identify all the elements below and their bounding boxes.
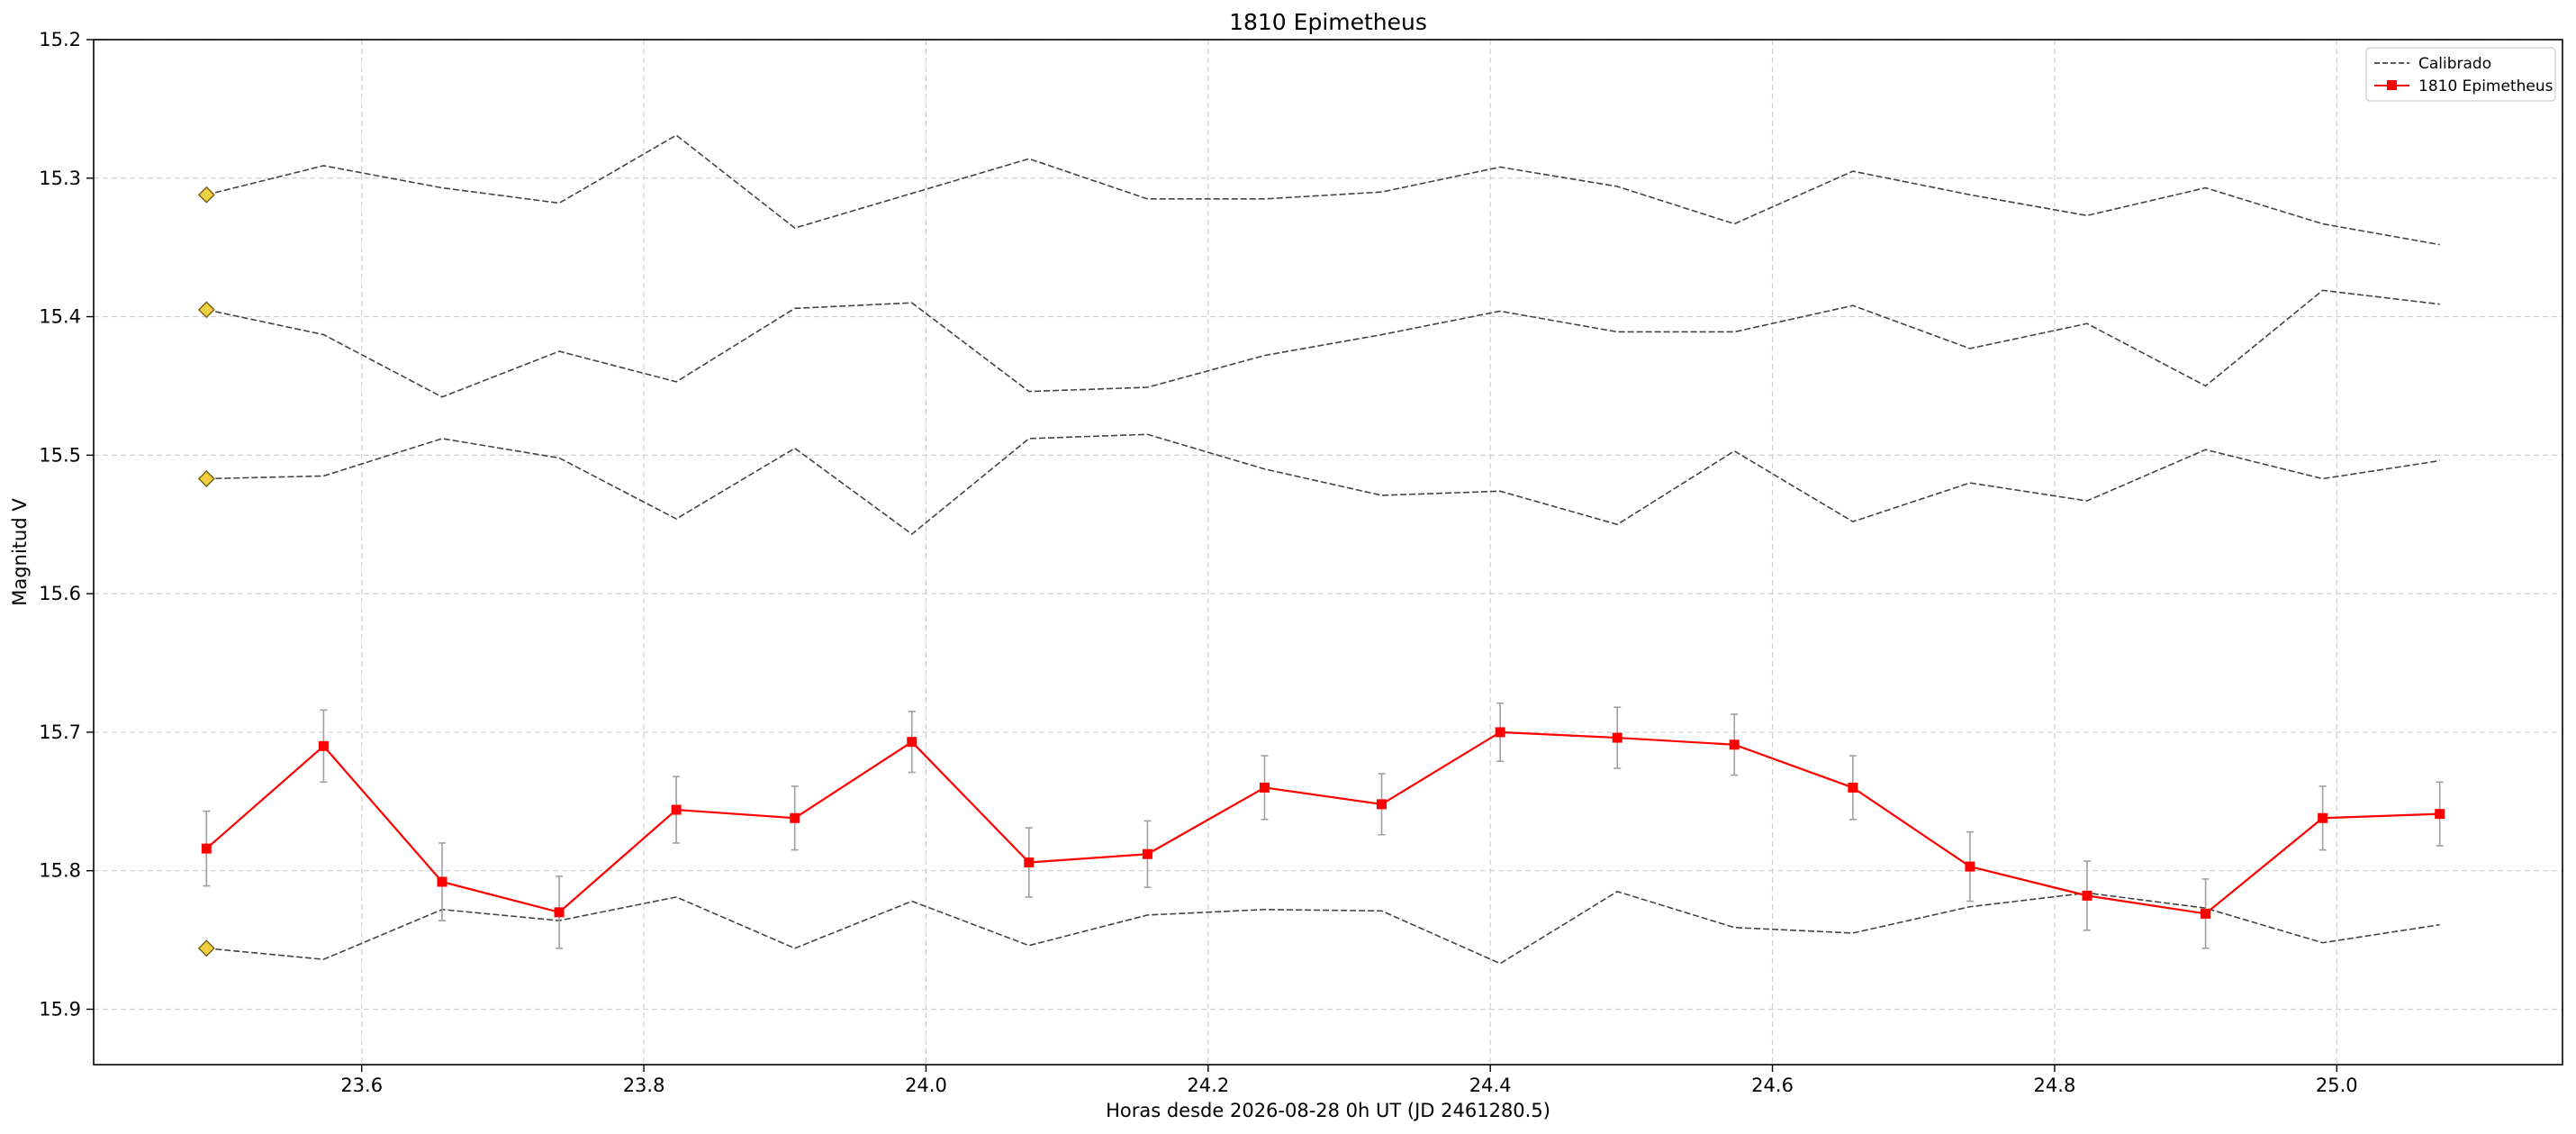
y-tick-label: 15.6 <box>39 583 81 604</box>
legend: Calibrado 1810 Epimetheus <box>2365 47 2556 102</box>
target-data-point <box>1024 857 1035 867</box>
calibrated-star-line-1 <box>206 134 2440 246</box>
x-tick-label: 24.6 <box>1751 1075 1794 1096</box>
target-asteroid-line <box>205 730 2440 915</box>
series-layer <box>197 134 2445 965</box>
y-tick-label: 15.9 <box>39 998 81 1020</box>
target-data-point <box>1259 782 1270 793</box>
target-data-point <box>554 907 565 918</box>
target-data-point <box>1729 739 1740 750</box>
target-data-point <box>1848 782 1858 793</box>
target-data-point <box>2318 812 2328 823</box>
y-tick-label: 15.5 <box>39 444 81 466</box>
target-data-point <box>437 876 447 887</box>
x-tick-label: 24.0 <box>905 1075 947 1096</box>
legend-epimetheus-marker <box>2387 80 2397 90</box>
calibrated-star-line-2 <box>206 289 2440 398</box>
y-tick-label: 15.7 <box>39 721 81 743</box>
legend-epimetheus-label: 1810 Epimetheus <box>2418 77 2553 95</box>
reference-diamond-marker <box>197 939 215 957</box>
target-data-point <box>2201 908 2211 919</box>
legend-box <box>2365 47 2556 102</box>
reference-diamond-marker <box>197 186 215 204</box>
target-data-point <box>2082 890 2092 901</box>
reference-diamond-marker <box>197 301 215 319</box>
target-data-point <box>318 740 329 751</box>
x-tick-label: 24.8 <box>2034 1075 2076 1096</box>
y-tick-label: 15.3 <box>39 168 81 189</box>
x-tick-label: 23.8 <box>623 1075 665 1096</box>
target-data-point <box>1142 848 1152 859</box>
calibrated-star-line-3 <box>206 433 2440 536</box>
y-tick-label: 15.8 <box>39 860 81 882</box>
y-tick-label: 15.2 <box>39 29 81 50</box>
target-data-point <box>1612 732 1622 743</box>
x-tick-label: 23.6 <box>340 1075 383 1096</box>
x-tick-label: 25.0 <box>2316 1075 2358 1096</box>
grid <box>94 39 2562 1065</box>
target-data-point <box>671 804 682 815</box>
x-tick-label: 24.4 <box>1469 1075 1512 1096</box>
y-axis-title: Magnitud V <box>9 498 31 606</box>
target-data-point <box>1965 861 1975 872</box>
reference-diamond-marker <box>197 470 215 487</box>
legend-calibrado-label: Calibrado <box>2418 55 2491 73</box>
y-tick-label: 15.4 <box>39 306 81 328</box>
x-axis-title: Horas desde 2026-08-28 0h UT (JD 2461280… <box>1106 1100 1550 1121</box>
target-data-point <box>1495 727 1505 738</box>
target-data-point <box>790 812 800 823</box>
x-tick-label: 24.2 <box>1187 1075 1229 1096</box>
target-data-point <box>2435 809 2445 820</box>
target-data-point <box>907 737 917 748</box>
chart-title: 1810 Epimetheus <box>1229 9 1427 35</box>
target-data-point <box>1377 799 1387 810</box>
axis-ticks: 23.6 23.8 24.0 24.2 24.4 24.6 24.8 25.0 15.2 15.3… <box>39 29 2357 1096</box>
calibrated-star-line-4 <box>206 890 2440 965</box>
plot-frame <box>93 39 2563 1066</box>
target-data-point <box>201 843 212 854</box>
